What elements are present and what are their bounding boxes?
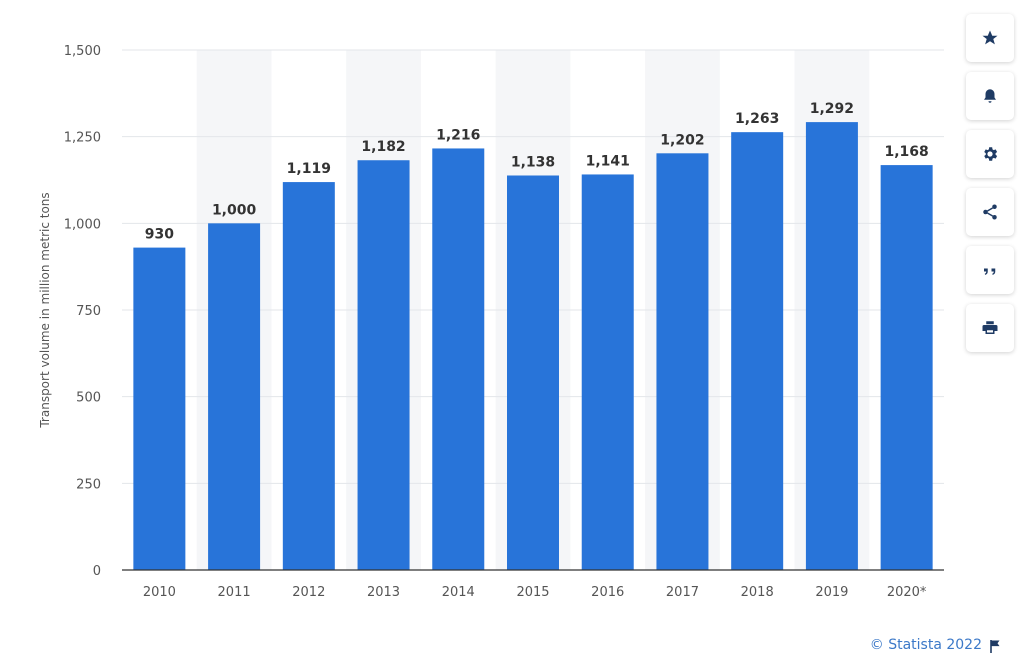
data-label: 1,292 <box>810 101 854 117</box>
print-button[interactable] <box>966 304 1014 352</box>
x-tick-label: 2016 <box>591 585 624 600</box>
bar <box>880 165 933 571</box>
bar <box>282 182 335 570</box>
x-tick-label: 2019 <box>815 585 848 600</box>
bar <box>731 132 784 570</box>
x-tick-label: 2011 <box>218 585 251 600</box>
favorite-button[interactable] <box>966 14 1014 62</box>
y-tick-label: 750 <box>76 304 101 319</box>
data-label: 1,216 <box>436 127 480 143</box>
x-tick-label: 2017 <box>666 585 699 600</box>
bell-icon <box>984 89 996 103</box>
data-label: 1,141 <box>586 153 630 169</box>
bar <box>656 153 709 570</box>
x-tick-label: 2018 <box>741 585 774 600</box>
data-label: 1,182 <box>361 139 405 155</box>
x-tick-label: 2013 <box>367 585 400 600</box>
y-axis-title: Transport volume in million metric tons <box>38 192 52 428</box>
bar <box>208 223 261 571</box>
cite-button[interactable] <box>966 246 1014 294</box>
data-label: 1,138 <box>511 154 555 170</box>
share-button[interactable] <box>966 188 1014 236</box>
data-label: 1,168 <box>884 144 928 160</box>
y-tick-label: 1,500 <box>64 44 101 59</box>
bar <box>357 160 410 571</box>
statista-credit[interactable]: © Statista 2022 <box>869 637 982 653</box>
data-label: 1,202 <box>660 132 704 148</box>
quote-icon <box>984 268 996 275</box>
print-icon <box>982 321 998 334</box>
x-tick-label: 2010 <box>143 585 176 600</box>
data-label: 930 <box>145 227 174 243</box>
y-tick-label: 500 <box>76 391 101 406</box>
data-label: 1,000 <box>212 202 257 218</box>
settings-button[interactable] <box>966 130 1014 178</box>
flag-icon[interactable] <box>989 639 1001 653</box>
data-label: 1,263 <box>735 111 779 127</box>
bar <box>805 122 858 571</box>
notification-button[interactable] <box>966 72 1014 120</box>
x-tick-label: 2014 <box>442 585 475 600</box>
x-tick-label: 2012 <box>292 585 325 600</box>
y-tick-label: 1,250 <box>64 131 101 146</box>
y-tick-label: 0 <box>93 564 101 579</box>
x-tick-label: 2020* <box>887 585 927 600</box>
y-tick-label: 1,000 <box>64 217 101 232</box>
y-tick-label: 250 <box>76 477 101 492</box>
gear-icon <box>984 147 998 161</box>
x-tick-label: 2015 <box>516 585 549 600</box>
star-icon <box>982 30 998 45</box>
bar-chart: 0 250 500 750 1,000 1,250 1,500 930 2010 1,000 201… <box>38 44 944 600</box>
data-label: 1,119 <box>287 161 331 177</box>
bar <box>581 174 634 570</box>
bar <box>507 175 559 570</box>
share-icon <box>983 204 997 220</box>
bar <box>133 247 186 570</box>
chart-toolbar <box>966 14 1014 362</box>
bar <box>432 148 485 570</box>
